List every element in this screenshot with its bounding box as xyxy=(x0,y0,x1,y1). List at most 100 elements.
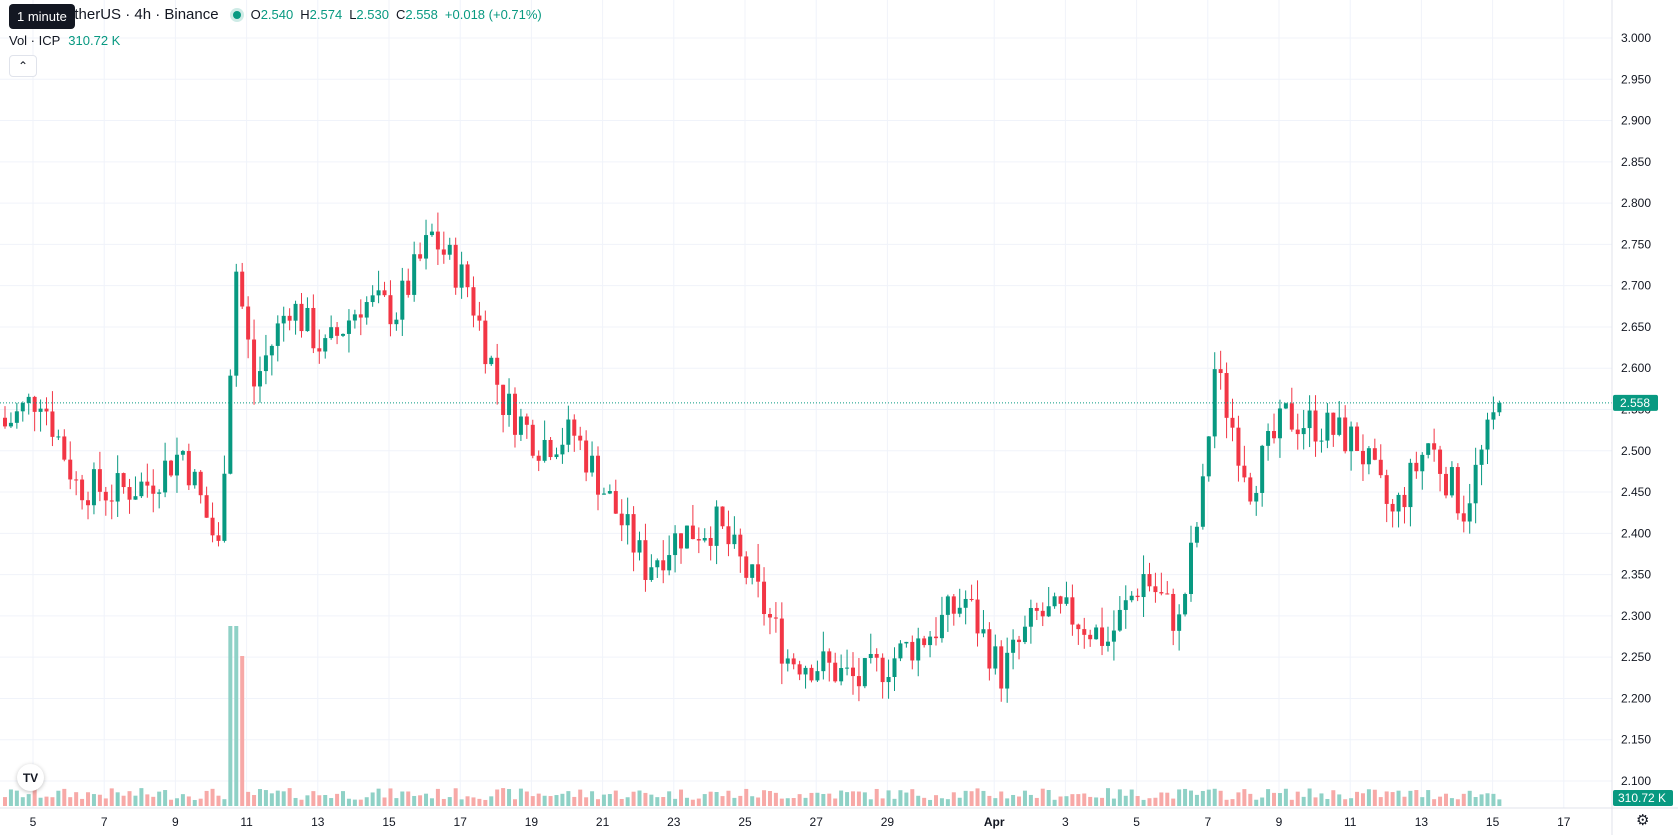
volume-bar xyxy=(584,797,589,806)
candle-body xyxy=(1028,607,1033,627)
volume-bar xyxy=(477,798,482,806)
volume-bar xyxy=(673,798,678,806)
candle-body xyxy=(815,671,820,681)
volume-bar xyxy=(186,796,191,806)
candle-body xyxy=(305,307,310,332)
volume-bar xyxy=(1034,797,1039,806)
candle-body xyxy=(1040,610,1045,617)
volume-bar xyxy=(1438,796,1443,806)
volume-bar xyxy=(370,792,375,806)
candle-body xyxy=(1218,369,1223,374)
collapse-legend-button[interactable]: ⌃ xyxy=(9,55,37,77)
time-tick-label: 5 xyxy=(30,815,37,829)
market-status-icon[interactable] xyxy=(232,10,241,19)
volume-bar xyxy=(435,788,440,806)
candle-body xyxy=(169,460,174,476)
candle-body xyxy=(424,235,429,259)
candle-body xyxy=(1129,595,1134,601)
candle-body xyxy=(1236,427,1241,466)
volume-bar xyxy=(779,798,784,806)
candle-body xyxy=(210,517,215,536)
volume-bar xyxy=(655,797,660,806)
volume-bar xyxy=(86,792,91,806)
time-tick-label: 15 xyxy=(382,815,396,829)
candle-body xyxy=(429,231,434,236)
candle-body xyxy=(1153,586,1158,593)
volume-bar xyxy=(1230,799,1235,806)
volume-bar xyxy=(1040,788,1045,806)
volume-bar xyxy=(1212,788,1217,806)
volume-bar xyxy=(1372,789,1377,806)
candle-body xyxy=(886,677,891,683)
volume-bar xyxy=(1443,793,1448,806)
volume-bar xyxy=(1111,798,1116,806)
time-tick-label: 11 xyxy=(240,815,253,829)
volume-bar xyxy=(441,798,446,806)
candle-body xyxy=(91,469,96,506)
candle-body xyxy=(892,658,897,678)
volume-bar xyxy=(139,788,144,806)
volume-bar xyxy=(352,799,357,806)
volume-bar xyxy=(3,797,7,806)
candle-body xyxy=(20,403,25,412)
candle-body xyxy=(1135,595,1140,598)
candle-body xyxy=(341,333,346,336)
candle-body xyxy=(560,444,565,455)
candle-body xyxy=(910,641,915,661)
gear-icon[interactable]: ⚙ xyxy=(1636,812,1650,829)
volume-bar xyxy=(394,798,399,806)
candle-body xyxy=(435,231,440,250)
candle-body xyxy=(1455,467,1460,514)
last-volume-label-bg xyxy=(1613,790,1673,806)
candle-body xyxy=(121,473,126,488)
volume-bar xyxy=(341,791,346,806)
candle-body xyxy=(714,506,719,546)
volume-bar xyxy=(198,798,203,806)
candle-body xyxy=(26,396,31,404)
volume-bar xyxy=(406,791,411,806)
last-volume-label: 310.72 K xyxy=(1618,791,1666,805)
candle-body xyxy=(151,485,156,494)
volume-bar xyxy=(1206,789,1211,806)
volume-bar xyxy=(174,798,179,806)
candle-body xyxy=(109,500,114,502)
candle-body xyxy=(1426,443,1431,455)
time-tick-label: 13 xyxy=(311,815,325,829)
tradingview-logo-icon[interactable]: TV xyxy=(17,764,44,791)
candle-body xyxy=(779,618,784,664)
volume-legend: Vol · ICP 310.72 K xyxy=(9,33,120,48)
volume-bar xyxy=(756,797,761,806)
volume-bar xyxy=(767,790,772,806)
volume-bar xyxy=(32,788,37,806)
candle-body xyxy=(518,416,523,435)
volume-bar xyxy=(1301,796,1306,806)
volume-bar xyxy=(1070,794,1075,806)
candle-body xyxy=(1408,462,1413,508)
volume-bar xyxy=(293,797,298,806)
volume-bar xyxy=(785,798,790,806)
price-tick-label: 2.950 xyxy=(1621,72,1651,86)
candle-body xyxy=(750,564,755,578)
candle-body xyxy=(607,491,612,494)
candle-body xyxy=(762,581,767,615)
volume-bar xyxy=(388,788,393,806)
price-tick-label: 2.250 xyxy=(1621,650,1651,664)
time-tick-label: 3 xyxy=(1062,815,1069,829)
volume-bar xyxy=(127,791,132,806)
candle-body xyxy=(684,525,689,549)
volume-bar xyxy=(80,798,85,806)
candle-body xyxy=(1171,593,1176,631)
candle-body xyxy=(732,534,737,545)
candle-body xyxy=(1254,492,1259,502)
candle-body xyxy=(299,303,304,332)
candle-body xyxy=(86,500,91,506)
volume-bar xyxy=(524,791,529,806)
volume-bar xyxy=(62,788,67,806)
candle-body xyxy=(1378,459,1383,476)
candle-body xyxy=(1248,477,1253,502)
candle-body xyxy=(1479,449,1484,465)
volume-bar xyxy=(1183,788,1188,806)
symbol-title[interactable]: etherUS · 4h · Binance xyxy=(66,6,219,23)
volume-bar xyxy=(518,788,523,806)
